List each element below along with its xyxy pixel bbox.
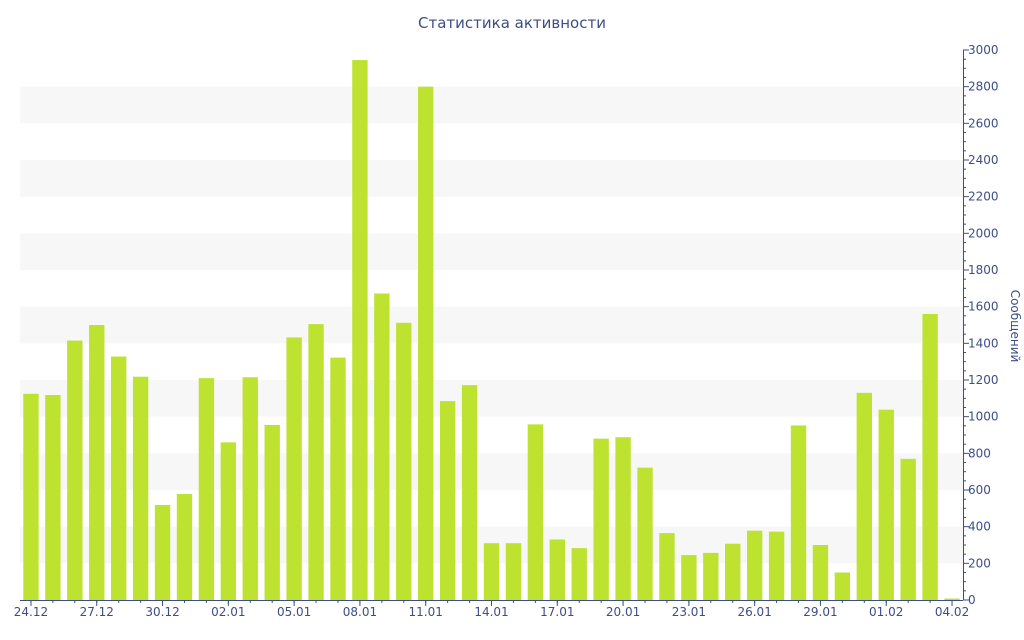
grid-band (20, 453, 963, 490)
y-tick-label: 1600 (968, 300, 999, 314)
x-tick-label: 04.02 (935, 605, 969, 619)
y-tick-label: 2200 (968, 190, 999, 204)
bar-26.01 (746, 530, 763, 600)
bar-09.01 (374, 293, 390, 600)
bar-11.01 (418, 86, 434, 601)
bar-01.02 (878, 409, 894, 600)
y-tick-label: 2800 (968, 80, 999, 94)
bar-04.02 (944, 598, 960, 600)
bar-24.12 (23, 393, 39, 600)
bar-21.01 (637, 467, 653, 600)
x-tick-label: 23.01 (672, 605, 706, 619)
bar-12.01 (439, 401, 456, 600)
x-axis: 24.12 27.12 30.12 02.01 05.01 08.01 11.01 14.01… (14, 600, 969, 619)
y-tick-label: 400 (968, 520, 991, 534)
grid-band (20, 380, 963, 417)
bar-15.01 (505, 543, 522, 600)
bar-26.12 (67, 340, 83, 600)
y-tick-label: 2000 (968, 226, 999, 240)
bar-19.01 (593, 438, 609, 600)
y-tick-label: 2400 (968, 153, 999, 167)
bar-22.01 (659, 533, 675, 600)
bar-03.02 (922, 314, 938, 600)
bar-10.01 (396, 322, 412, 600)
grid-band (20, 86, 963, 124)
y-tick-label: 3000 (968, 43, 999, 57)
x-tick-label: 02.01 (211, 605, 245, 619)
y-tick-label: 1200 (968, 373, 999, 387)
bar-17.01 (549, 539, 565, 600)
y-tick-label: 600 (968, 483, 991, 497)
bar-14.01 (483, 543, 500, 600)
bar-28.01 (790, 425, 807, 600)
y-axis: 0 200 400 600 800 1000 1200 1400 1600 1800 2000 220… (963, 43, 999, 607)
grid-band (20, 160, 963, 197)
bar-27.01 (768, 531, 785, 600)
bar-23.01 (681, 555, 697, 600)
bar-27.12 (89, 325, 105, 600)
bar-20.01 (615, 437, 631, 600)
x-tick-label: 11.01 (409, 605, 443, 619)
bar-25.12 (45, 395, 61, 600)
bar-07.01 (330, 357, 346, 600)
grid-band (20, 233, 963, 270)
x-tick-label: 08.01 (343, 605, 377, 619)
y-tick-label: 2600 (968, 116, 999, 130)
y-tick-label: 0 (968, 593, 976, 607)
x-tick-label: 17.01 (540, 605, 574, 619)
bar-28.12 (111, 356, 127, 600)
bar-08.01 (352, 60, 368, 600)
bar-24.01 (703, 552, 719, 600)
y-tick-label: 1400 (968, 336, 999, 350)
grid-bands (20, 86, 963, 564)
bar-06.01 (308, 324, 324, 600)
bar-30.12 (154, 505, 171, 600)
bar-29.12 (132, 376, 149, 600)
bar-04.01 (264, 424, 280, 600)
grid-band (20, 306, 963, 344)
bar-31.12 (176, 494, 193, 600)
bar-31.01 (856, 392, 872, 600)
x-tick-label: 24.12 (14, 605, 48, 619)
x-tick-label: 29.01 (803, 605, 837, 619)
bar-18.01 (571, 548, 587, 600)
bar-29.01 (812, 545, 829, 600)
bar-05.01 (286, 337, 302, 600)
chart-title: Статистика активности (418, 14, 606, 32)
x-tick-label: 30.12 (145, 605, 179, 619)
x-tick-label: 01.02 (869, 605, 903, 619)
bar-01.01 (198, 378, 215, 600)
bar-25.01 (725, 543, 741, 600)
x-tick-label: 27.12 (80, 605, 114, 619)
bar-13.01 (461, 385, 478, 600)
bar-30.01 (834, 572, 851, 600)
x-tick-label: 14.01 (474, 605, 508, 619)
bar-03.01 (242, 377, 258, 600)
y-tick-label: 200 (968, 556, 991, 570)
x-tick-label: 05.01 (277, 605, 311, 619)
bar-02.01 (220, 442, 237, 600)
bar-02.02 (900, 458, 916, 600)
y-tick-label: 800 (968, 446, 991, 460)
y-axis-label: Сообщений (1008, 289, 1022, 363)
y-tick-label: 1800 (968, 263, 999, 277)
x-tick-label: 20.01 (606, 605, 640, 619)
x-tick-label: 26.01 (737, 605, 771, 619)
y-tick-label: 1000 (968, 410, 999, 424)
bar-series (23, 60, 960, 601)
bar-16.01 (527, 424, 544, 600)
